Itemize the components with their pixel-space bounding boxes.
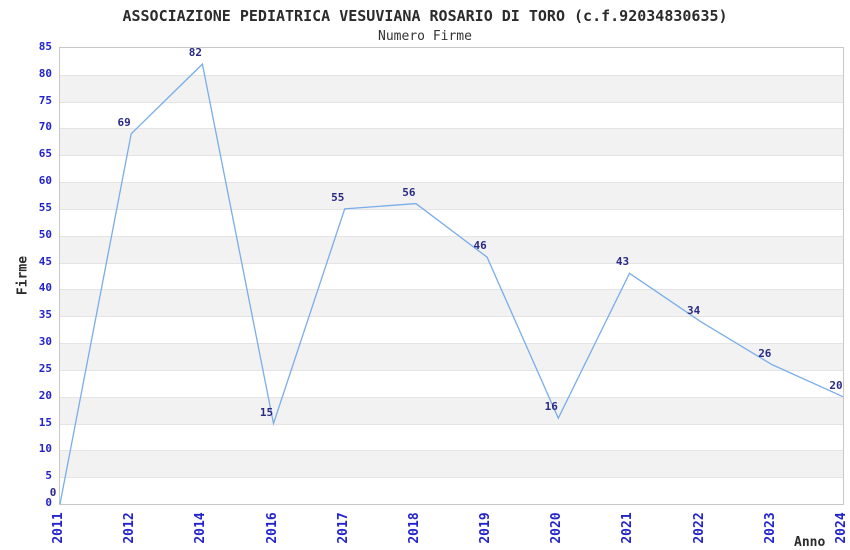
line-series: [59, 62, 844, 505]
data-point-label: 55: [331, 190, 345, 204]
data-point-label: 46: [473, 239, 487, 253]
plot-band: [60, 208, 843, 236]
data-point-label: 82: [188, 46, 202, 60]
gridline: [60, 128, 843, 130]
y-tick-label: 45: [38, 254, 52, 268]
y-tick-label: 20: [38, 388, 52, 402]
x-tick-label: 2019: [478, 512, 494, 544]
y-tick-label: 40: [38, 281, 52, 295]
chart-title: ASSOCIAZIONE PEDIATRICA VESUVIANA ROSARI…: [122, 7, 728, 25]
plot-band: [60, 48, 843, 75]
y-axis-label: Firme: [15, 255, 31, 296]
gridline: [60, 101, 843, 103]
data-point-label: 15: [259, 405, 274, 419]
gridline: [60, 208, 843, 210]
series-line: [59, 62, 844, 505]
x-tick-label: 2016: [264, 512, 280, 544]
gridline: [60, 396, 843, 398]
data-point-label: 43: [615, 255, 630, 269]
x-tick-label: 2017: [335, 512, 351, 544]
y-tick-label: 10: [38, 442, 52, 456]
data-point-label: 16: [544, 400, 558, 414]
y-tick-label: 80: [38, 66, 52, 80]
plot-band: [60, 289, 843, 317]
data-point-label: 34: [687, 303, 701, 317]
x-tick-label: 2014: [193, 512, 209, 544]
plot-band: [60, 369, 843, 397]
gridline: [60, 477, 843, 479]
y-tick-label: 15: [38, 415, 52, 429]
plot-band: [60, 343, 843, 370]
gridline: [60, 289, 843, 291]
gridline: [60, 423, 843, 425]
x-tick-label: 2024: [834, 512, 849, 544]
data-point-label: 26: [758, 346, 772, 360]
plot-band: [60, 74, 843, 102]
y-tick-label: 60: [38, 174, 52, 188]
gridline: [60, 343, 843, 345]
x-tick-label: 2022: [691, 512, 707, 544]
gridline: [60, 74, 843, 76]
y-tick-label: 85: [38, 40, 52, 53]
plot-band: [60, 235, 843, 263]
y-tick-label: 75: [38, 93, 52, 107]
plot-band: [60, 477, 843, 504]
gridline: [60, 235, 843, 237]
plot-area: [59, 47, 844, 505]
data-point-label: 56: [402, 185, 416, 199]
x-tick-label: 2018: [406, 512, 422, 544]
plot-band: [60, 316, 843, 344]
data-point-label: 0: [49, 486, 57, 499]
plot-band: [60, 128, 843, 156]
chart-subtitle: Numero Firme: [378, 29, 472, 44]
data-point-label: 20: [829, 378, 843, 392]
plot-band: [60, 101, 843, 129]
gridline: [60, 369, 843, 371]
y-tick-label: 25: [38, 361, 52, 375]
plot-band: [60, 155, 843, 183]
plot-band: [60, 182, 843, 209]
y-tick-label: 5: [45, 469, 52, 483]
y-tick-label: 0: [45, 496, 52, 509]
y-tick-label: 65: [38, 147, 52, 161]
data-point-label: 69: [117, 115, 131, 129]
y-tick-label: 30: [38, 335, 52, 349]
gridline: [60, 182, 843, 184]
x-tick-label: 2011: [51, 512, 66, 544]
x-axis-label: Anno: [794, 535, 826, 550]
y-tick-label: 35: [38, 308, 52, 322]
gridline: [60, 316, 843, 318]
plot-band: [60, 423, 843, 451]
plot-band: [60, 396, 843, 424]
x-tick-label: 2012: [122, 512, 138, 544]
gridline: [60, 155, 843, 157]
y-tick-label: 70: [38, 120, 52, 134]
plot-band: [60, 450, 843, 478]
y-tick-label: 55: [38, 200, 52, 214]
gridline: [60, 262, 843, 264]
x-tick-label: 2020: [549, 512, 565, 544]
gridline: [60, 450, 843, 452]
plot-band: [60, 262, 843, 290]
y-tick-label: 50: [38, 227, 52, 241]
x-tick-label: 2021: [620, 512, 636, 544]
x-tick-label: 2023: [762, 512, 778, 544]
